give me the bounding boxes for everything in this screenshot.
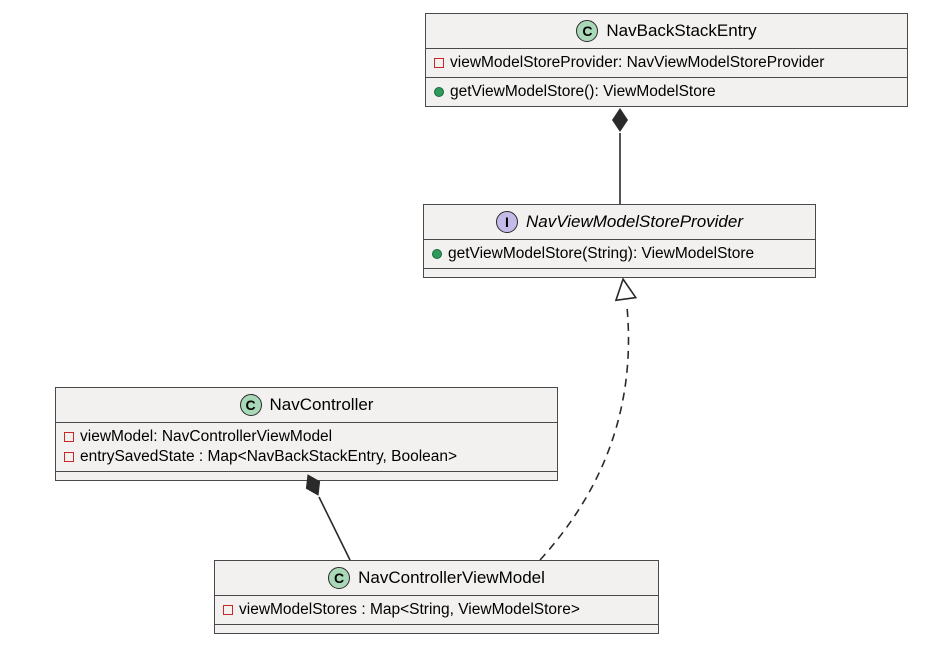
interface-title: I NavViewModelStoreProvider [424, 205, 815, 240]
class-icon: C [240, 394, 262, 416]
interface-navviewmodelstoreprovider: I NavViewModelStoreProvider getViewModel… [423, 204, 816, 278]
edge-composition-2 [319, 497, 350, 560]
class-name: NavControllerViewModel [358, 568, 545, 588]
methods-section: getViewModelStore(String): ViewModelStor… [424, 240, 815, 269]
class-name: NavController [270, 395, 374, 415]
method-row: getViewModelStore(String): ViewModelStor… [432, 244, 807, 264]
empty-section [56, 472, 557, 480]
class-icon: C [328, 567, 350, 589]
fields-section: viewModelStores : Map<String, ViewModelS… [215, 596, 658, 625]
field-text: viewModelStoreProvider: NavViewModelStor… [450, 54, 824, 72]
field-text: viewModelStores : Map<String, ViewModelS… [239, 601, 580, 619]
class-title: C NavController [56, 388, 557, 423]
class-navcontrollerviewmodel: C NavControllerViewModel viewModelStores… [214, 560, 659, 634]
field-row: viewModelStores : Map<String, ViewModelS… [223, 600, 650, 620]
empty-section [424, 269, 815, 277]
class-title: C NavControllerViewModel [215, 561, 658, 596]
empty-section [215, 625, 658, 633]
field-vis-icon [434, 58, 444, 68]
method-text: getViewModelStore(): ViewModelStore [450, 83, 716, 101]
class-icon: C [576, 20, 598, 42]
class-navbackstackentry: C NavBackStackEntry viewModelStoreProvid… [425, 13, 908, 107]
field-row: viewModel: NavControllerViewModel [64, 427, 549, 447]
field-text: viewModel: NavControllerViewModel [80, 428, 332, 446]
triangle-arrow-icon [613, 278, 636, 301]
method-vis-icon [432, 249, 442, 259]
field-vis-icon [64, 452, 74, 462]
fields-section: viewModelStoreProvider: NavViewModelStor… [426, 49, 907, 78]
method-row: getViewModelStore(): ViewModelStore [434, 82, 899, 102]
interface-name: NavViewModelStoreProvider [526, 212, 743, 232]
field-vis-icon [223, 605, 233, 615]
field-row: viewModelStoreProvider: NavViewModelStor… [434, 53, 899, 73]
field-text: entrySavedState : Map<NavBackStackEntry,… [80, 448, 457, 466]
field-row: entrySavedState : Map<NavBackStackEntry,… [64, 447, 549, 467]
class-title: C NavBackStackEntry [426, 14, 907, 49]
fields-section: viewModel: NavControllerViewModel entryS… [56, 423, 557, 472]
method-vis-icon [434, 87, 444, 97]
interface-icon: I [496, 211, 518, 233]
field-vis-icon [64, 432, 74, 442]
diamond-icon [612, 108, 628, 132]
class-navcontroller: C NavController viewModel: NavController… [55, 387, 558, 481]
method-text: getViewModelStore(String): ViewModelStor… [448, 245, 754, 263]
class-name: NavBackStackEntry [606, 21, 756, 41]
methods-section: getViewModelStore(): ViewModelStore [426, 78, 907, 106]
